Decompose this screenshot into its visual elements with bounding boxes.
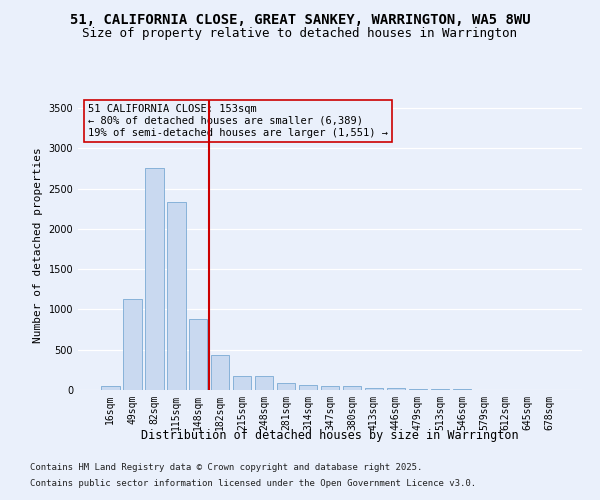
Bar — [211, 354, 229, 390]
Bar — [101, 386, 119, 390]
Text: 51, CALIFORNIA CLOSE, GREAT SANKEY, WARRINGTON, WA5 8WU: 51, CALIFORNIA CLOSE, GREAT SANKEY, WARR… — [70, 12, 530, 26]
Bar — [233, 376, 251, 390]
Bar — [320, 386, 340, 390]
Bar — [365, 388, 383, 390]
Bar — [145, 168, 164, 390]
Text: Contains HM Land Registry data © Crown copyright and database right 2025.: Contains HM Land Registry data © Crown c… — [30, 464, 422, 472]
Bar — [255, 376, 274, 390]
Y-axis label: Number of detached properties: Number of detached properties — [33, 147, 43, 343]
Bar — [431, 389, 449, 390]
Bar — [343, 386, 361, 390]
Text: Distribution of detached houses by size in Warrington: Distribution of detached houses by size … — [141, 428, 519, 442]
Bar — [299, 385, 317, 390]
Bar — [123, 299, 142, 390]
Bar — [277, 383, 295, 390]
Bar — [409, 389, 427, 390]
Bar — [167, 202, 185, 390]
Text: Size of property relative to detached houses in Warrington: Size of property relative to detached ho… — [83, 28, 517, 40]
Text: Contains public sector information licensed under the Open Government Licence v3: Contains public sector information licen… — [30, 478, 476, 488]
Bar — [386, 388, 405, 390]
Text: 51 CALIFORNIA CLOSE: 153sqm
← 80% of detached houses are smaller (6,389)
19% of : 51 CALIFORNIA CLOSE: 153sqm ← 80% of det… — [88, 104, 388, 138]
Bar — [452, 389, 471, 390]
Bar — [189, 319, 208, 390]
